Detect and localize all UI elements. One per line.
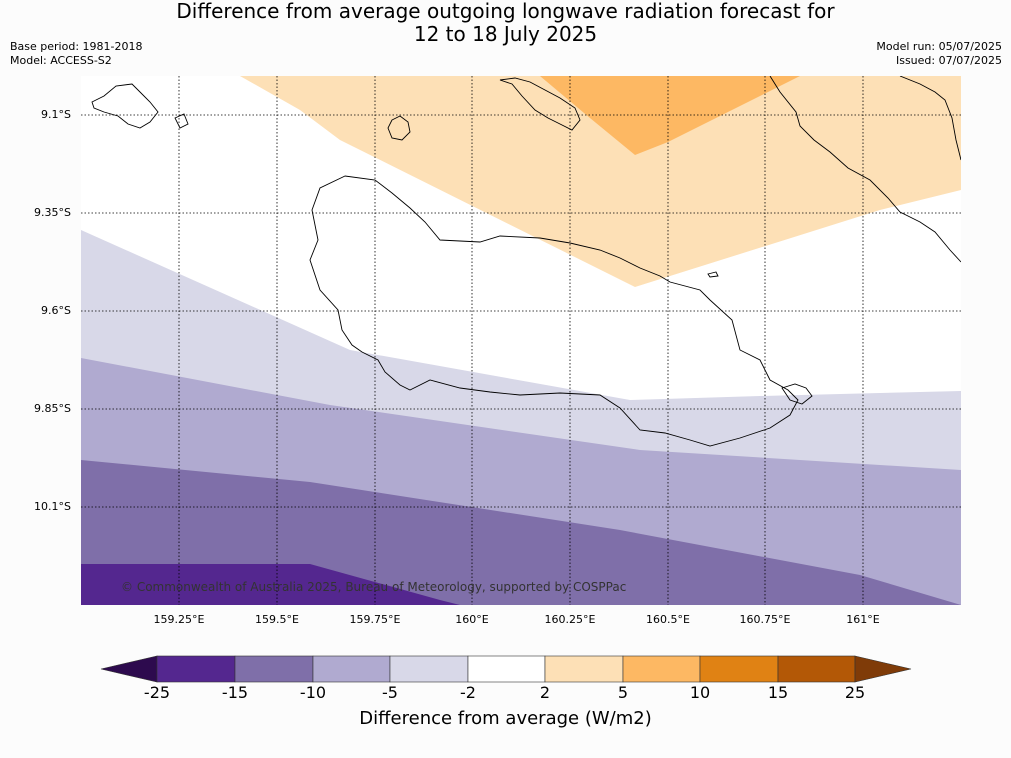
band-minus25-to-minus15 (81, 564, 460, 605)
colorbar-title: Difference from average (W/m2) (359, 708, 652, 729)
lon-label: 161°E (846, 613, 880, 626)
base-period: Base period: 1981-2018 (10, 40, 143, 53)
colorbar-bin-2 (234, 655, 314, 683)
colorbar-tick: -5 (382, 683, 398, 702)
lon-label: 160°E (455, 613, 489, 626)
northwest-islet-coast (174, 113, 189, 129)
east-islet-coast (707, 271, 719, 278)
colorbar-tick: -10 (299, 683, 327, 702)
title-line-2: 12 to 18 July 2025 (413, 22, 598, 46)
colorbar (100, 655, 912, 683)
lat-label: 9.85°S (34, 402, 71, 415)
issued-date: Issued: 07/07/2025 (895, 54, 1002, 67)
colorbar-bin-1 (156, 655, 236, 683)
lon-label: 160.5°E (646, 613, 690, 626)
colorbar-extend-low (100, 655, 158, 683)
colorbar-bin-9 (777, 655, 856, 683)
colorbar-tick: 25 (844, 683, 866, 702)
title-line-1: Difference from average outgoing longwav… (176, 0, 835, 23)
colorbar-extend-high (854, 655, 912, 683)
lon-label: 160.75°E (739, 613, 791, 626)
lat-label: 9.6°S (41, 304, 71, 317)
map-title: Difference from average outgoing longwav… (0, 0, 1011, 46)
lon-label: 160.25°E (544, 613, 596, 626)
colorbar-bin-6 (544, 655, 624, 683)
lon-label: 159.75°E (349, 613, 401, 626)
colorbar-bin-5 (467, 655, 546, 683)
meta-left: Base period: 1981-2018 Model: ACCESS-S2 (10, 40, 142, 68)
colorbar-bin-4 (389, 655, 469, 683)
lon-label: 159.25°E (153, 613, 205, 626)
meta-right: Model run: 05/07/2025 Issued: 07/07/2025 (876, 40, 1002, 68)
east-coast (769, 76, 961, 263)
lat-label: 10.1°S (34, 500, 71, 513)
northwest-islands-coast (91, 83, 159, 129)
colorbar-bin-7 (622, 655, 701, 683)
model-name: Model: ACCESS-S2 (10, 54, 112, 67)
colorbar-tick: -15 (221, 683, 249, 702)
colorbar-bin-3 (312, 655, 391, 683)
lat-label: 9.1°S (41, 108, 71, 121)
anomaly-field (81, 76, 961, 605)
colorbar-tick: -25 (143, 683, 171, 702)
small-island-coast (387, 115, 411, 141)
copyright-notice: © Commonwealth of Australia 2025, Bureau… (121, 580, 627, 594)
model-run: Model run: 05/07/2025 (876, 40, 1002, 53)
north-islands-coast (499, 77, 581, 131)
colorbar-tick: -2 (460, 683, 476, 702)
graticule (81, 76, 961, 605)
colorbar-tick: 15 (767, 683, 789, 702)
coastlines (91, 76, 961, 447)
band-2-to-5 (240, 76, 961, 287)
colorbar-tick: 10 (689, 683, 711, 702)
band-5-to-10 (540, 76, 800, 155)
southeast-tip-coast (781, 383, 813, 405)
lon-label: 159.5°E (255, 613, 299, 626)
colorbar-bin-8 (699, 655, 779, 683)
main-island-coast (309, 175, 799, 447)
far-east-islands-coast (899, 76, 961, 161)
lat-label: 9.35°S (34, 206, 71, 219)
colorbar-tick: 5 (617, 683, 629, 702)
colorbar-tick: 2 (539, 683, 551, 702)
